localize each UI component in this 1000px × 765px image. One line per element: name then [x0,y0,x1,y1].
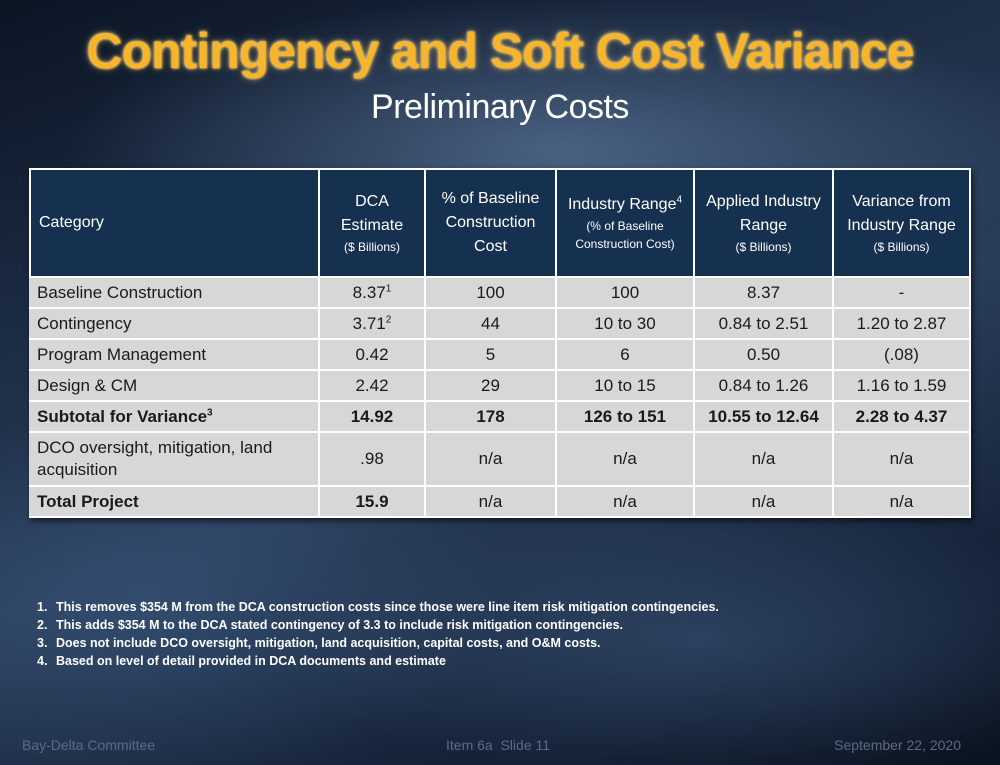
header-category: Category [29,168,320,276]
cell-category: Program Management [29,338,320,369]
header-applied-range: Applied Industry Range ($ Billions) [695,168,834,276]
table-row: Contingency 3.712 44 10 to 30 0.84 to 2.… [29,307,971,338]
cell-variance: - [834,276,971,307]
header-dca-estimate-unit: ($ Billions) [343,240,400,254]
cell-applied: 8.37 [695,276,834,307]
cell-pct: 44 [426,307,557,338]
cell-industry: 10 to 30 [557,307,695,338]
cell-pct: 100 [426,276,557,307]
footnote: 3. Does not include DCO oversight, mitiga… [37,636,601,650]
cell-dca: 14.92 [320,400,426,431]
cell-category: Baseline Construction [29,276,320,307]
cell-dca: 8.371 [320,276,426,307]
table-row: Design & CM 2.42 29 10 to 15 0.84 to 1.2… [29,369,971,400]
footnote: 2. This adds $354 M to the DCA stated con… [37,618,623,632]
cell-variance: 1.16 to 1.59 [834,369,971,400]
cell-pct: 5 [426,338,557,369]
header-pct-baseline: % of Baseline Construction Cost [426,168,557,276]
cell-industry: 100 [557,276,695,307]
cell-applied: 0.50 [695,338,834,369]
table-row-total: Total Project 15.9 n/a n/a n/a n/a [29,485,971,518]
cell-variance: n/a [834,485,971,518]
cell-category: Total Project [29,485,320,518]
header-dca-estimate: DCA Estimate ($ Billions) [320,168,426,276]
cell-applied: 0.84 to 1.26 [695,369,834,400]
cell-variance: 1.20 to 2.87 [834,307,971,338]
slide-subtitle: Preliminary Costs [371,88,629,126]
cell-industry: 10 to 15 [557,369,695,400]
cell-category: Contingency [29,307,320,338]
cell-pct: 29 [426,369,557,400]
cell-category: Subtotal for Variance3 [29,400,320,431]
footer-date: September 22, 2020 [834,737,961,753]
cell-applied: 0.84 to 2.51 [695,307,834,338]
cell-pct: 178 [426,400,557,431]
footnote: 4. Based on level of detail provided in D… [37,654,446,668]
footnotes: 1. This removes $354 M from the DCA const… [37,598,719,670]
footer-slide-number: Item 6a Slide 11 [446,737,551,753]
cell-applied: 10.55 to 12.64 [695,400,834,431]
cell-industry: n/a [557,431,695,485]
cell-applied: n/a [695,485,834,518]
header-variance: Variance from Industry Range ($ Billions… [834,168,971,276]
footnote: 1. This removes $354 M from the DCA const… [37,600,719,614]
cell-variance: (.08) [834,338,971,369]
header-applied-range-unit: ($ Billions) [735,240,792,254]
cell-industry: 126 to 151 [557,400,695,431]
header-variance-unit: ($ Billions) [873,240,930,254]
footer-committee: Bay-Delta Committee [22,737,156,753]
cell-variance: 2.28 to 4.37 [834,400,971,431]
header-industry-range-unit: (% of Baseline Construction Cost) [575,219,675,251]
cell-applied: n/a [695,431,834,485]
slide-title: Contingency and Soft Cost Variance [86,23,914,79]
cost-variance-table: Category DCA Estimate ($ Billions) % of … [29,168,971,518]
cell-dca: 3.712 [320,307,426,338]
cell-dca: 0.42 [320,338,426,369]
cell-industry: n/a [557,485,695,518]
cell-industry: 6 [557,338,695,369]
cell-dca: 15.9 [320,485,426,518]
table-row: DCO oversight, mitigation, land acquisit… [29,431,971,485]
header-industry-range: Industry Range4 (% of Baseline Construct… [557,168,695,276]
cell-category: Design & CM [29,369,320,400]
table-row: Program Management 0.42 5 6 0.50 (.08) [29,338,971,369]
table-row: Baseline Construction 8.371 100 100 8.37… [29,276,971,307]
cell-pct: n/a [426,485,557,518]
cell-pct: n/a [426,431,557,485]
cell-category: DCO oversight, mitigation, land acquisit… [29,431,320,485]
table-row-subtotal: Subtotal for Variance3 14.92 178 126 to … [29,400,971,431]
cell-dca: 2.42 [320,369,426,400]
table-header-row: Category DCA Estimate ($ Billions) % of … [29,168,971,276]
cell-variance: n/a [834,431,971,485]
cell-dca: .98 [320,431,426,485]
